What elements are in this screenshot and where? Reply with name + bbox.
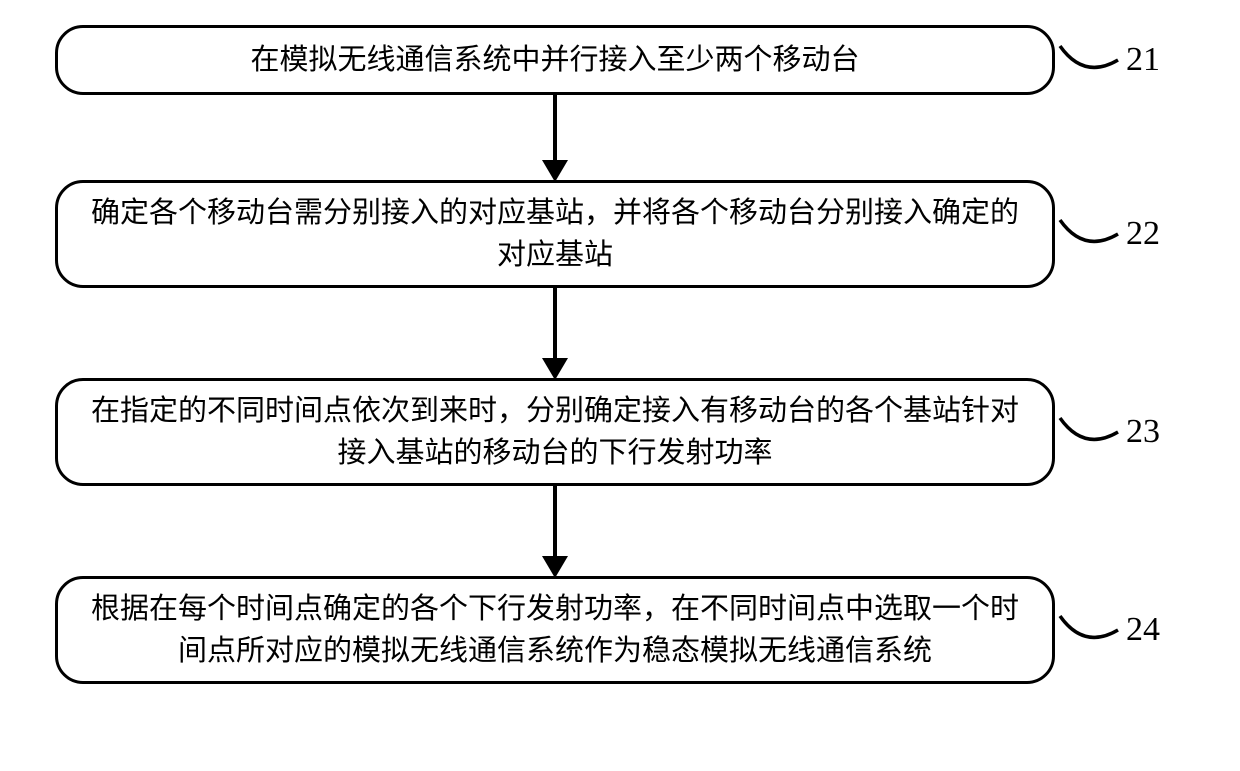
arrow xyxy=(55,288,1055,378)
step-label-wrap: 21 xyxy=(1058,38,1160,82)
step-label: 22 xyxy=(1126,215,1160,253)
arrow-head xyxy=(542,160,568,182)
flow-node-text: 根据在每个时间点确定的各个下行发射功率，在不同时间点中选取一个时间点所对应的模拟… xyxy=(88,588,1022,672)
flow-node: 确定各个移动台需分别接入的对应基站，并将各个移动台分别接入确定的对应基站 22 xyxy=(55,180,1055,288)
flow-node-text: 在指定的不同时间点依次到来时，分别确定接入有移动台的各个基站针对接入基站的移动台… xyxy=(88,390,1022,474)
arrow-line xyxy=(553,486,557,558)
arrow-head xyxy=(542,556,568,578)
step-label-wrap: 22 xyxy=(1058,212,1160,256)
flow-node: 在指定的不同时间点依次到来时，分别确定接入有移动台的各个基站针对接入基站的移动台… xyxy=(55,378,1055,486)
connector-curve xyxy=(1058,38,1120,82)
arrow xyxy=(55,486,1055,576)
connector-curve xyxy=(1058,608,1120,652)
step-label-wrap: 23 xyxy=(1058,410,1160,454)
arrow-line xyxy=(553,288,557,360)
flow-node-text: 确定各个移动台需分别接入的对应基站，并将各个移动台分别接入确定的对应基站 xyxy=(88,192,1022,276)
step-label: 23 xyxy=(1126,413,1160,451)
flowchart-container: 在模拟无线通信系统中并行接入至少两个移动台 21 确定各个移动台需分别接入的对应… xyxy=(55,25,1185,684)
step-label: 24 xyxy=(1126,611,1160,649)
connector-curve xyxy=(1058,410,1120,454)
connector-curve xyxy=(1058,212,1120,256)
arrow xyxy=(55,95,1055,180)
flow-node-text: 在模拟无线通信系统中并行接入至少两个移动台 xyxy=(250,39,859,81)
flow-node: 根据在每个时间点确定的各个下行发射功率，在不同时间点中选取一个时间点所对应的模拟… xyxy=(55,576,1055,684)
flow-node: 在模拟无线通信系统中并行接入至少两个移动台 21 xyxy=(55,25,1055,95)
step-label-wrap: 24 xyxy=(1058,608,1160,652)
arrow-head xyxy=(542,358,568,380)
step-label: 21 xyxy=(1126,41,1160,79)
arrow-line xyxy=(553,95,557,162)
